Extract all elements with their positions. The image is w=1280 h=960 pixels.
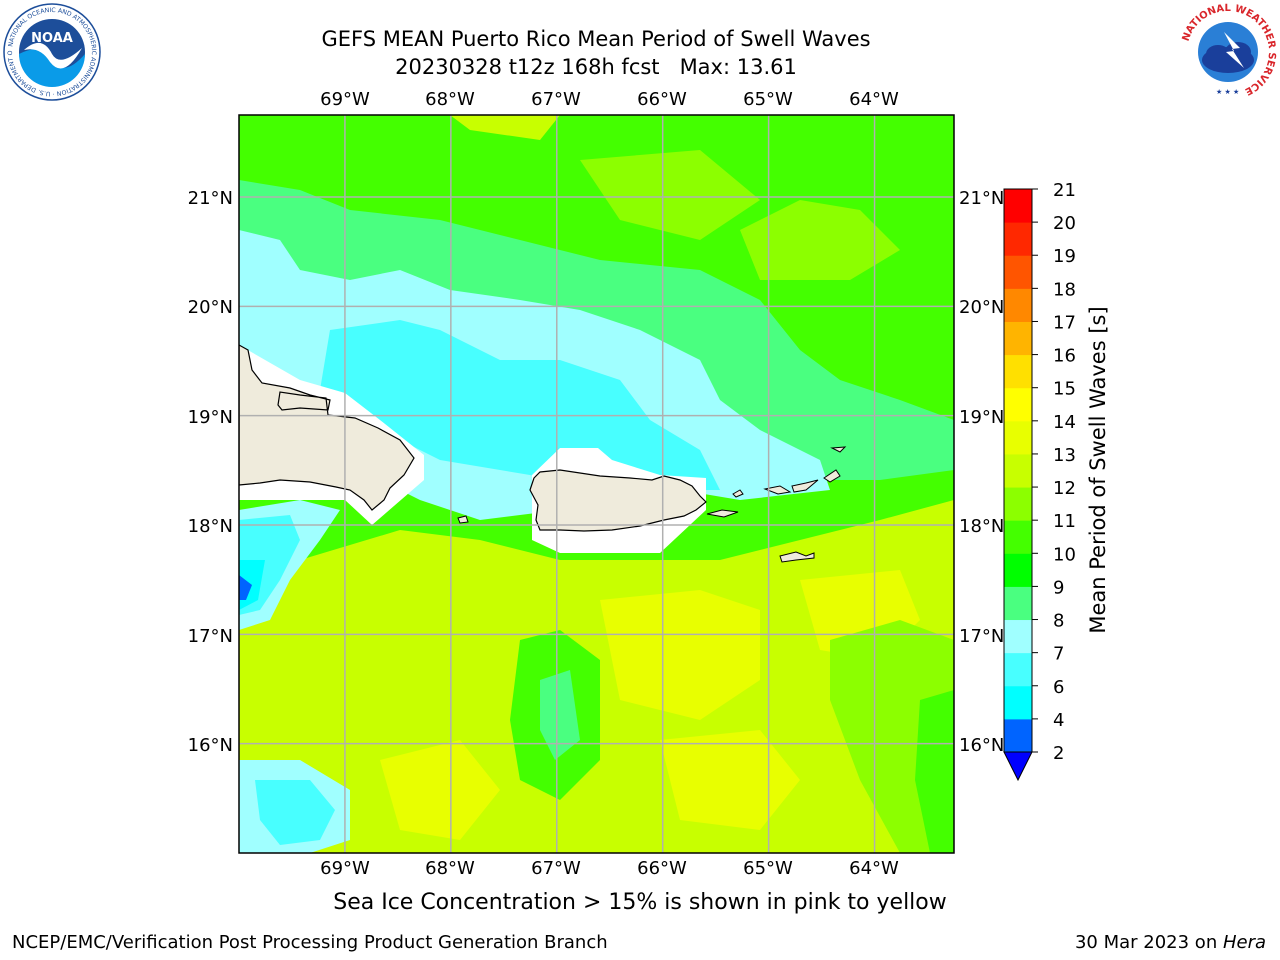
- colorbar-segment: [1004, 255, 1032, 289]
- culebra-island: [732, 489, 744, 498]
- generation-date: 30 Mar 2023 on Hera: [1075, 932, 1266, 953]
- colorbar-segment: [1004, 189, 1032, 223]
- lat-label-right: 19°N: [959, 407, 1004, 428]
- lon-label-top: 68°W: [425, 89, 475, 110]
- colorbar-segment: [1004, 354, 1032, 389]
- colorbar-tick-label: 17: [1053, 312, 1076, 333]
- st-thomas-island: [763, 485, 792, 495]
- lon-label-top: 66°W: [637, 89, 687, 110]
- colorbar-label: Mean Period of Swell Waves [s]: [1086, 306, 1110, 633]
- field-north-12s-a: [450, 115, 560, 140]
- lat-label-left: 17°N: [188, 626, 233, 647]
- colorbar-tick-label: 11: [1053, 511, 1076, 532]
- generation-date-text: 30 Mar 2023 on: [1074, 932, 1223, 953]
- lon-label-bottom: 64°W: [849, 858, 899, 879]
- colorbar-tick-label: 13: [1053, 445, 1076, 466]
- lon-label-bottom: 67°W: [531, 858, 581, 879]
- colorbar-tick-label: 20: [1053, 213, 1076, 234]
- lat-label-right: 17°N: [959, 626, 1004, 647]
- colorbar-segment: [1004, 652, 1032, 687]
- chart-title: GEFS MEAN Puerto Rico Mean Period of Swe…: [321, 27, 871, 51]
- anegada-island: [830, 446, 847, 453]
- lon-label-bottom: 68°W: [425, 858, 475, 879]
- colorbar-tick-label: 7: [1053, 644, 1064, 665]
- colorbar-extend-min: [1003, 751, 1033, 782]
- map-frame: [238, 114, 955, 854]
- field-south-13s-d: [660, 730, 800, 830]
- colorbar-tick-label: 4: [1053, 710, 1064, 731]
- tortola-island: [823, 469, 841, 483]
- field-south-channel-10s: [540, 670, 580, 760]
- field-east-11s: [915, 690, 954, 853]
- lat-label-left: 16°N: [188, 735, 233, 756]
- colorbar-tick-label: 12: [1053, 478, 1076, 499]
- field-sw-4s: [239, 575, 252, 600]
- colorbar-segment: [1004, 619, 1032, 654]
- lon-label-top: 67°W: [531, 89, 581, 110]
- colorbar-segment: [1004, 288, 1032, 322]
- colorbar-tick-label: 18: [1053, 279, 1076, 300]
- lat-label-left: 21°N: [188, 188, 233, 209]
- colorbar-tick-label: 6: [1053, 677, 1064, 698]
- lat-label-left: 20°N: [188, 297, 233, 318]
- colorbar-tick-label: 19: [1053, 246, 1076, 267]
- st-croix-island: [779, 551, 815, 563]
- svg-text:★ ★ ★: ★ ★ ★: [1216, 88, 1239, 96]
- host-name: Hera: [1222, 932, 1266, 953]
- hispaniola-land: [239, 344, 415, 511]
- colorbar-tick-label: 16: [1053, 346, 1076, 367]
- st-john-island: [791, 479, 819, 493]
- producer-credit: NCEP/EMC/Verification Post Processing Pr…: [12, 932, 608, 953]
- mona-island: [457, 515, 469, 524]
- lon-label-bottom: 69°W: [320, 858, 370, 879]
- colorbar-segment: [1004, 420, 1032, 455]
- colorbar-segment: [1004, 520, 1032, 554]
- lat-label-right: 16°N: [959, 735, 1004, 756]
- colorbar-segment: [1004, 387, 1032, 422]
- lat-label-right: 21°N: [959, 188, 1004, 209]
- lat-label-left: 19°N: [188, 407, 233, 428]
- sea-ice-note: Sea Ice Concentration > 15% is shown in …: [333, 890, 947, 915]
- lat-label-right: 20°N: [959, 297, 1004, 318]
- colorbar-tick-label: 9: [1053, 577, 1064, 598]
- colorbar: 2 4 6 7 8 9 10 11 12 13 14 15 16 17 18 19 20 21: [1003, 180, 1076, 782]
- colorbar-tick-label: 15: [1053, 379, 1076, 400]
- colorbar-outline: [1003, 188, 1033, 753]
- colorbar-segment: [1004, 685, 1032, 720]
- lat-label-right: 18°N: [959, 516, 1004, 537]
- lat-label-left: 18°N: [188, 516, 233, 537]
- lon-label-top: 69°W: [320, 89, 370, 110]
- chart-subtitle: 20230328 t12z 168h fcst Max: 13.61: [395, 55, 797, 79]
- field-south-8s: [255, 780, 335, 845]
- colorbar-segment: [1004, 553, 1032, 587]
- nws-logo: NATIONAL WEATHER SERVICE ★ ★ ★: [1180, 3, 1277, 100]
- colorbar-segment: [1004, 222, 1032, 256]
- colorbar-segment: [1004, 487, 1032, 521]
- colorbar-segment: [1004, 453, 1032, 488]
- field-north-12s-b: [580, 150, 760, 240]
- colorbar-tick-label: 8: [1053, 611, 1064, 632]
- lon-label-bottom: 66°W: [637, 858, 687, 879]
- lon-label-top: 65°W: [743, 89, 793, 110]
- field-south-13s-a: [600, 590, 760, 720]
- noaa-logo: NATIONAL OCEANIC AND ATMOSPHERIC ADMINIS…: [2, 2, 101, 101]
- colorbar-tick-label: 2: [1053, 743, 1064, 764]
- svg-text:NOAA: NOAA: [31, 31, 73, 46]
- gridlines: [239, 115, 954, 853]
- colorbar-segment: [1004, 321, 1032, 356]
- colorbar-tick-label: 10: [1053, 544, 1076, 565]
- colorbar-segment: [1004, 586, 1032, 621]
- field-8s: [320, 320, 720, 490]
- lon-label-top: 64°W: [849, 89, 899, 110]
- field-north-12s-c: [740, 200, 900, 280]
- field-south-13s-c: [380, 740, 500, 840]
- vieques-island: [706, 509, 739, 518]
- colorbar-tick-label: 21: [1053, 180, 1076, 201]
- colorbar-segment: [1004, 718, 1032, 753]
- lon-label-bottom: 65°W: [743, 858, 793, 879]
- axis-labels: 69°W 68°W 67°W 66°W 65°W 64°W 69°W 68°W …: [188, 89, 1005, 879]
- swell-period-field: [239, 115, 954, 853]
- colorbar-tick-label: 14: [1053, 412, 1076, 433]
